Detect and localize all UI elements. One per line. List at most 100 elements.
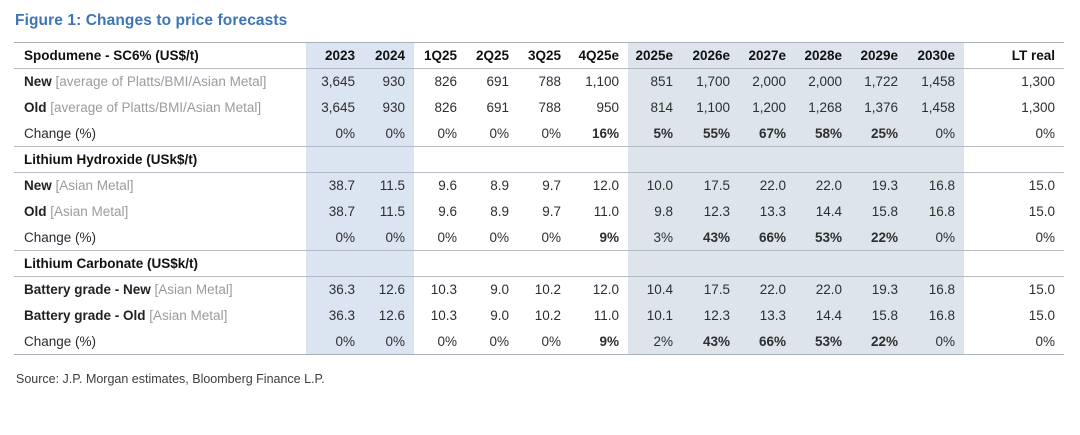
table-cell: 12.0 [592, 282, 619, 298]
table-cell: 22.0 [795, 276, 851, 303]
table-cell [795, 146, 851, 173]
table-cell: 16% [591, 125, 619, 141]
table-cell: 788 [538, 100, 561, 115]
table-cell [628, 250, 682, 277]
column-header: 2025e [628, 42, 682, 69]
table-cell: 19.3 [851, 172, 907, 199]
table-cell [364, 250, 414, 277]
column-header: 2030e [907, 42, 964, 69]
table-cell: 22.0 [739, 172, 795, 199]
row-label-source-note: [Asian Metal] [46, 204, 129, 219]
table-cell: 5% [628, 120, 682, 147]
table-cell: 3,645 [306, 68, 364, 95]
table-cell: 0% [437, 125, 457, 141]
table-cell: 19.3 [851, 276, 907, 303]
row-label: New [Asian Metal] [24, 178, 134, 194]
table-cell: 15.0 [1028, 282, 1055, 298]
table-cell: 15.0 [1028, 204, 1055, 219]
table-cell [739, 146, 795, 173]
table-header-row: Spodumene - SC6% (US$/t) 2023 2024 1Q25 … [14, 42, 1064, 69]
table-row: Change (%) 0% 0% 0% 0% 0% 9% 3% 43% 66% 53% 22% 0% 0% [14, 224, 1064, 251]
table-cell: 0% [489, 229, 509, 245]
table-cell: 38.7 [306, 198, 364, 225]
table-cell: 0% [364, 224, 414, 251]
table-cell: 16.8 [907, 302, 964, 329]
table-cell [570, 146, 628, 173]
table-cell: 22% [851, 328, 907, 355]
table-cell: 0% [907, 328, 964, 355]
table-cell: 12.3 [682, 198, 739, 225]
row-label: Battery grade - New [Asian Metal] [24, 282, 233, 298]
table-cell: 10.2 [534, 282, 561, 298]
table-cell: 9.7 [542, 204, 561, 219]
table-cell: 0% [1035, 229, 1055, 245]
table-cell [466, 250, 518, 277]
table-cell: 10.0 [628, 172, 682, 199]
table-cell: 1,458 [907, 68, 964, 95]
table-cell [306, 250, 364, 277]
table-cell: 0% [1035, 333, 1055, 349]
table-cell: 1,300 [1021, 100, 1055, 115]
column-header: 2028e [795, 42, 851, 69]
table-cell [682, 146, 739, 173]
table-cell: 43% [682, 328, 739, 355]
table-cell: 38.7 [306, 172, 364, 199]
table-row: Change (%) 0% 0% 0% 0% 0% 9% 2% 43% 66% 53% 22% 0% 0% [14, 328, 1064, 355]
table-cell: 17.5 [682, 172, 739, 199]
table-cell [907, 146, 964, 173]
table-cell: 15.0 [1028, 178, 1055, 194]
table-cell [364, 146, 414, 173]
table-cell: 0% [306, 120, 364, 147]
table-cell: 67% [739, 120, 795, 147]
column-header: 3Q25 [518, 42, 570, 69]
table-cell: 22.0 [795, 172, 851, 199]
column-header: 4Q25e [570, 42, 628, 69]
table-cell: 11.5 [364, 172, 414, 199]
table-row: Old [Asian Metal] 38.7 11.5 9.6 8.9 9.7 11.0 9.… [14, 198, 1064, 225]
table-cell: 10.2 [534, 308, 561, 323]
column-header: 2027e [739, 42, 795, 69]
table-cell: 1,458 [907, 94, 964, 121]
row-label: Old [average of Platts/BMI/Asian Metal] [24, 100, 262, 115]
table-cell: 13.3 [739, 198, 795, 225]
table-cell: 11.0 [593, 308, 619, 323]
table-row: New [Asian Metal] 38.7 11.5 9.6 8.9 9.7 12.0 10… [14, 172, 1064, 199]
report-figure: Figure 1: Changes to price forecasts Spo… [14, 12, 1064, 386]
column-header: 2024 [364, 42, 414, 69]
table-cell: 0% [437, 333, 457, 349]
table-row: New [average of Platts/BMI/Asian Metal] 3… [14, 68, 1064, 95]
section-header-row: Lithium Carbonate (US$k/t) [14, 250, 1064, 277]
table-cell: 16.8 [907, 198, 964, 225]
source-note: Source: J.P. Morgan estimates, Bloomberg… [16, 372, 325, 386]
column-header: 1Q25 [414, 42, 466, 69]
table-cell: 814 [628, 94, 682, 121]
table-cell: 0% [437, 229, 457, 245]
table-cell: 9.6 [438, 178, 457, 194]
table-cell [907, 250, 964, 277]
table-cell: 10.3 [430, 308, 457, 323]
table-cell: 2% [628, 328, 682, 355]
table-cell [628, 146, 682, 173]
table-cell: 9% [599, 229, 619, 245]
table-cell: 9.6 [438, 204, 457, 219]
table-cell: 8.9 [490, 178, 509, 194]
table-body: New [average of Platts/BMI/Asian Metal] 3… [14, 68, 1064, 355]
table-cell [570, 250, 628, 277]
table-cell: 0% [364, 120, 414, 147]
row-label: New [average of Platts/BMI/Asian Metal] [24, 74, 267, 90]
table-cell: 691 [486, 100, 509, 115]
table-cell: 0% [306, 224, 364, 251]
table-cell: 0% [364, 328, 414, 355]
table-cell: 8.9 [490, 204, 509, 219]
table-cell: 12.0 [592, 178, 619, 194]
table-cell: 12.6 [364, 302, 414, 329]
table-row: Battery grade - New [Asian Metal] 36.3 12.… [14, 276, 1064, 303]
table-cell: 22.0 [739, 276, 795, 303]
table-cell [851, 250, 907, 277]
table-cell: 1,700 [682, 68, 739, 95]
table-cell: 9.0 [490, 308, 509, 323]
table-cell: 950 [596, 100, 619, 115]
table-cell: 55% [682, 120, 739, 147]
row-label: Battery grade - Old [Asian Metal] [24, 308, 228, 323]
table-cell: 1,100 [682, 94, 739, 121]
